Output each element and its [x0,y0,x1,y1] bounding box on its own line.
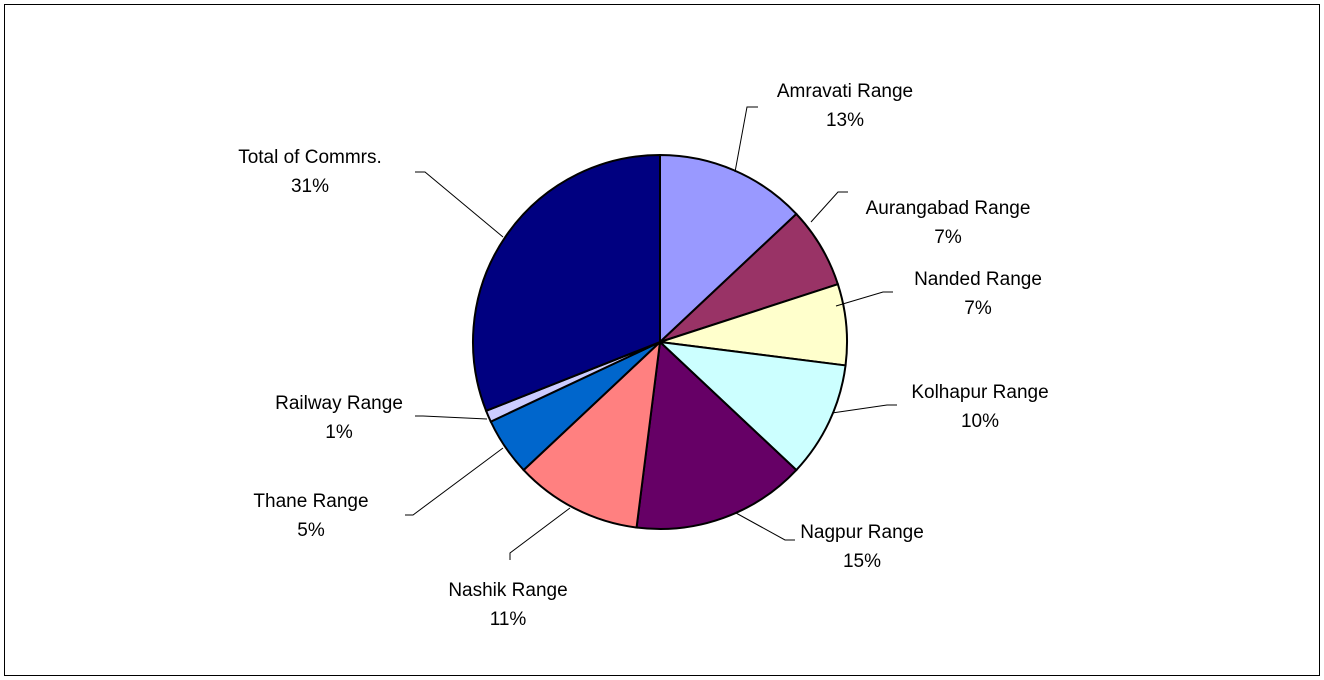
slice-label-percent: 7% [934,227,962,248]
slice-label: Amravati Range 13% [777,81,913,131]
slice-label-name: Thane Range [253,491,368,512]
slice-label: Nagpur Range 15% [800,522,924,572]
pie-slice-nagpur-range [635,339,798,530]
leader-line [509,507,571,560]
slice-label-name: Nashik Range [448,580,567,601]
slice-label: Thane Range 5% [253,491,368,541]
slice-label-percent: 1% [325,422,353,443]
slice-label: Aurangabad Range 7% [866,198,1031,248]
slice-label: Kolhapur Range 10% [911,382,1048,432]
slice-label: Nanded Range 7% [914,269,1042,319]
leader-line [735,512,795,541]
leader-line [835,291,893,307]
slice-label-percent: 31% [291,176,329,197]
slice-label-name: Aurangabad Range [866,198,1031,219]
slice-label-name: Amravati Range [777,81,913,102]
leader-line [831,404,897,414]
leader-lines [405,106,897,560]
leader-line [734,106,758,173]
pie-slice-kolhapur-range [657,340,847,472]
slice-label-name: Nanded Range [914,269,1042,290]
leader-line [415,171,504,238]
slice-label-name: Total of Commrs. [238,147,382,168]
slice-labels: Amravati Range 13%Aurangabad Range 7%Nande… [238,81,1048,630]
slice-label: Total of Commrs. 31% [238,147,382,197]
pie-slice-nashik-range [522,339,662,529]
slice-label-name: Kolhapur Range [911,382,1048,403]
slice-label-name: Railway Range [275,393,403,414]
slice-label-percent: 5% [297,520,325,541]
slice-label: Nashik Range 11% [448,580,567,630]
slice-label: Railway Range 1% [275,393,403,443]
slice-label-percent: 10% [961,411,999,432]
slice-label-percent: 11% [490,609,527,630]
pie-slice-amravati-range [659,153,798,345]
slice-label-percent: 15% [843,551,881,572]
leader-line [810,191,848,223]
slice-label-percent: 7% [964,298,992,319]
pie-slice-total-of-commrs [472,153,661,413]
slice-label-name: Nagpur Range [800,522,924,543]
slice-label-percent: 13% [826,110,864,131]
leader-line [415,415,488,420]
leader-line [405,447,504,516]
pie-slices [472,153,848,530]
